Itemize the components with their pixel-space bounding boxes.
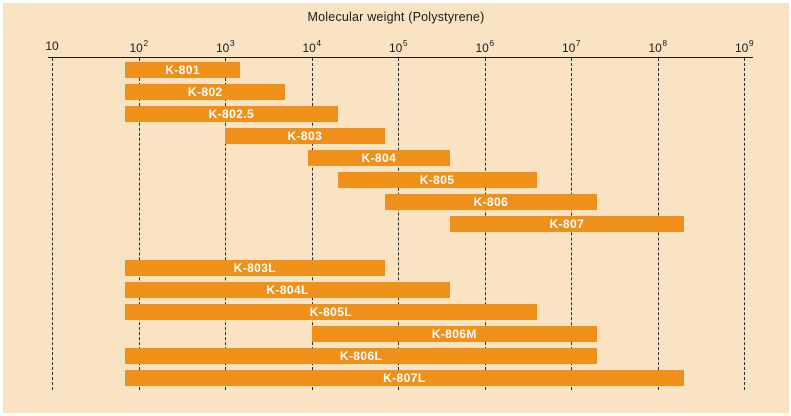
range-bar-k-801: K-801: [125, 62, 241, 78]
bar-label: K-806L: [339, 349, 383, 363]
range-bar-k-805: K-805: [337, 172, 537, 188]
bar-label: K-807L: [383, 371, 426, 385]
bar-label: K-807: [549, 217, 585, 231]
x-axis-tick: 108: [648, 38, 668, 55]
gridline: [138, 58, 140, 390]
x-axis-tick: 10: [45, 39, 59, 53]
range-bar-k-804: K-804: [307, 150, 451, 166]
range-bar-k-805l: K-805L: [125, 304, 537, 320]
range-bar-k-802.5: K-802.5: [125, 106, 338, 122]
bar-label: K-801: [165, 63, 200, 77]
gridline: [398, 58, 399, 390]
bar-label: K-805L: [309, 305, 353, 319]
range-bar-k-802: K-802: [125, 84, 286, 100]
range-bar-k-803: K-803: [225, 128, 385, 144]
chart-panel: Molecular weight (Polystyrene) 10 102 103 1…: [3, 3, 789, 413]
bar-label: K-803L: [233, 261, 277, 275]
bar-label: K-806: [473, 195, 509, 209]
bar-label: K-802: [187, 85, 223, 99]
range-bar-k-803l: K-803L: [125, 260, 385, 276]
bar-label: K-803: [287, 129, 323, 143]
bar-label: K-802.5: [208, 107, 255, 121]
x-axis-tick: 105: [388, 38, 408, 55]
gridline: [52, 58, 53, 390]
x-axis-line: [48, 57, 753, 58]
range-bar-k-806l: K-806L: [125, 348, 598, 364]
bar-label: K-805: [419, 173, 455, 187]
range-bar-k-804l: K-804L: [125, 282, 451, 298]
bar-label: K-804: [361, 151, 397, 165]
chart-title: Molecular weight (Polystyrene): [307, 10, 485, 24]
gridline: [744, 58, 745, 390]
gridline: [225, 58, 226, 390]
x-axis-tick: 107: [561, 38, 581, 55]
x-axis-tick: 106: [475, 38, 495, 55]
range-bar-k-806m: K-806M: [311, 326, 598, 342]
x-axis-tick: 104: [302, 38, 322, 55]
bar-label: K-806M: [431, 327, 477, 341]
range-bar-k-807l: K-807L: [125, 370, 684, 386]
x-axis-tick: 103: [215, 38, 235, 55]
x-axis-tick: 109: [734, 38, 754, 55]
bar-label: K-804L: [266, 283, 309, 297]
gridline: [311, 58, 313, 390]
range-bar-k-806: K-806: [384, 194, 598, 210]
range-bar-k-807: K-807: [450, 216, 684, 232]
x-axis-tick: 102: [129, 38, 149, 55]
